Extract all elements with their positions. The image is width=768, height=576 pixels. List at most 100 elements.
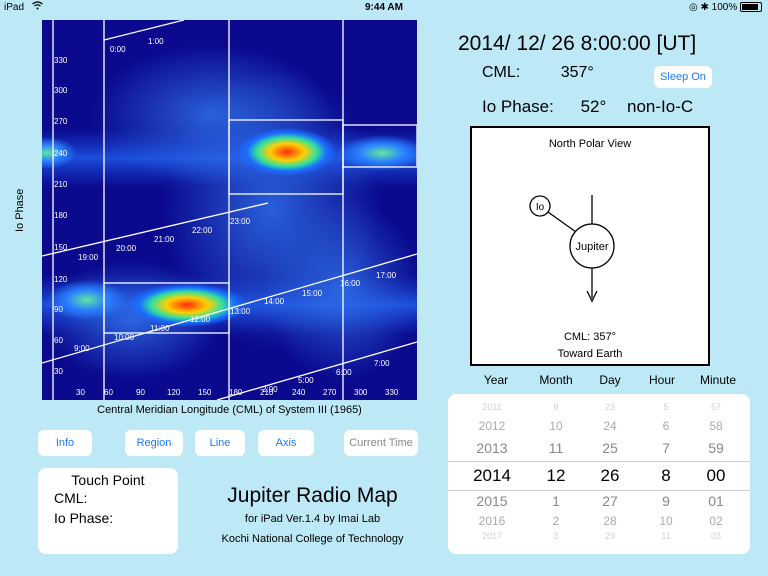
- svg-text:330: 330: [385, 388, 399, 397]
- svg-text:30: 30: [54, 367, 63, 376]
- svg-text:9:00: 9:00: [74, 344, 90, 353]
- cml-label: CML:: [482, 64, 521, 81]
- battery-percent: 100%: [711, 2, 738, 13]
- picker-header-month: Month: [539, 373, 573, 387]
- axis-button[interactable]: Axis: [258, 430, 314, 456]
- picker-item[interactable]: 2017: [481, 531, 503, 541]
- svg-text:210: 210: [54, 180, 68, 189]
- device-label: iPad: [4, 2, 25, 13]
- arrow-down-icon: [586, 290, 598, 303]
- picker-item[interactable]: 3: [553, 531, 559, 541]
- svg-text:180: 180: [54, 211, 68, 220]
- picker-item[interactable]: 03: [710, 531, 721, 541]
- touch-io-label: Io Phase:: [54, 510, 114, 526]
- picker-selected-month[interactable]: 12: [546, 466, 566, 485]
- picker-item[interactable]: 2016: [478, 514, 506, 528]
- picker-item[interactable]: 02: [709, 514, 723, 528]
- touch-cml-label: CML:: [54, 490, 88, 506]
- svg-text:19:00: 19:00: [78, 253, 99, 262]
- polar-view-diagram: North Polar View Io Jupiter CML: 357° To…: [529, 138, 631, 360]
- cml-value: 357°: [560, 64, 594, 81]
- picker-header-year: Year: [483, 373, 509, 387]
- svg-text:17:00: 17:00: [376, 271, 397, 280]
- svg-text:14:00: 14:00: [264, 297, 285, 306]
- svg-text:150: 150: [54, 243, 68, 252]
- picker-item[interactable]: 2015: [476, 493, 508, 509]
- svg-text:300: 300: [354, 388, 368, 397]
- clock: 9:44 AM: [365, 2, 403, 13]
- picker-item[interactable]: 6: [662, 419, 670, 433]
- sleep-button[interactable]: Sleep On: [654, 66, 712, 88]
- picker-item[interactable]: 58: [709, 419, 723, 433]
- io-label: Io: [536, 202, 545, 213]
- bluetooth-icon: ✱: [700, 2, 709, 13]
- picker-column-minute[interactable]: 57 58 59 00 01 02 03: [686, 394, 746, 554]
- svg-text:12:00: 12:00: [190, 315, 211, 324]
- svg-text:60: 60: [54, 336, 63, 345]
- svg-text:0:00: 0:00: [110, 45, 126, 54]
- picker-selected-minute[interactable]: 00: [706, 466, 726, 485]
- picker-column-year[interactable]: 2011 2012 2013 2014 2015 2016 2017: [462, 394, 522, 554]
- picker-item[interactable]: 10: [659, 514, 673, 528]
- svg-text:30: 30: [76, 388, 85, 397]
- picker-item[interactable]: 7: [662, 440, 670, 456]
- picker-selection-bottom-divider: [448, 490, 750, 491]
- picker-item[interactable]: 2011: [482, 402, 502, 412]
- picker-selected-hour[interactable]: 8: [661, 466, 671, 485]
- date-time-picker[interactable]: 2011 2012 2013 2014 2015 2016 2017 9 10 …: [448, 394, 750, 554]
- picker-item[interactable]: 23: [604, 402, 615, 412]
- picker-item[interactable]: 57: [710, 402, 721, 412]
- jupiter-label: Jupiter: [575, 241, 608, 253]
- picker-item[interactable]: 27: [602, 493, 618, 509]
- wifi-icon: [32, 1, 43, 13]
- north-polar-view: North Polar View Io Jupiter CML: 357° To…: [470, 126, 710, 366]
- picker-item[interactable]: 2: [552, 514, 560, 528]
- picker-item[interactable]: 11: [661, 531, 671, 541]
- status-right: ◎ ✱ 100%: [689, 2, 762, 13]
- info-button[interactable]: Info: [38, 430, 92, 456]
- svg-text:1:00: 1:00: [148, 37, 164, 46]
- picker-header-minute: Minute: [699, 373, 737, 387]
- picker-item[interactable]: 28: [603, 514, 617, 528]
- svg-text:20:00: 20:00: [116, 244, 137, 253]
- svg-text:21:00: 21:00: [154, 235, 175, 244]
- picker-item[interactable]: 25: [602, 440, 618, 456]
- picker-item[interactable]: 2012: [478, 419, 506, 433]
- picker-column-month[interactable]: 9 10 11 12 1 2 3: [526, 394, 586, 554]
- radio-map-svg[interactable]: 330 300 270 240 210 180 150 120 90 60 30 30 60 90…: [42, 20, 417, 400]
- picker-item[interactable]: 1: [552, 493, 560, 509]
- picker-item[interactable]: 2013: [476, 440, 508, 456]
- picker-column-hour[interactable]: 5 6 7 8 9 10 11: [636, 394, 696, 554]
- y-axis-label: Io Phase: [14, 188, 26, 232]
- polar-view-title: North Polar View: [549, 138, 631, 150]
- picker-selected-day[interactable]: 26: [600, 466, 620, 485]
- toward-earth-label: Toward Earth: [558, 348, 623, 360]
- picker-item[interactable]: 5: [663, 402, 669, 412]
- picker-column-day[interactable]: 23 24 25 26 27 28 29: [580, 394, 640, 554]
- svg-text:150: 150: [198, 388, 212, 397]
- line-button[interactable]: Line: [195, 430, 245, 456]
- picker-item[interactable]: 24: [603, 419, 617, 433]
- picker-item[interactable]: 59: [708, 440, 724, 456]
- picker-item[interactable]: 11: [548, 440, 564, 456]
- io-circle: [529, 195, 551, 217]
- picker-selected-year[interactable]: 2014: [473, 466, 511, 485]
- current-time-button[interactable]: Current Time: [344, 430, 418, 456]
- io-connector-line: [547, 211, 577, 233]
- svg-text:5:00: 5:00: [298, 376, 314, 385]
- region-button[interactable]: Region: [125, 430, 183, 456]
- cml-readout: CML: 357°: [482, 64, 594, 82]
- picker-item[interactable]: 10: [549, 419, 563, 433]
- status-bar: iPad 9:44 AM ◎ ✱ 100%: [0, 0, 768, 16]
- polar-cml-label: CML: 357°: [564, 331, 616, 343]
- svg-text:2:00: 2:00: [262, 385, 278, 394]
- svg-text:15:00: 15:00: [302, 289, 323, 298]
- picker-item[interactable]: 9: [662, 493, 670, 509]
- svg-text:300: 300: [54, 86, 68, 95]
- svg-text:22:00: 22:00: [192, 226, 213, 235]
- radio-map-plot[interactable]: 330 300 270 240 210 180 150 120 90 60 30 30 60 90…: [42, 20, 417, 400]
- picker-item[interactable]: 9: [553, 402, 559, 412]
- picker-item[interactable]: 01: [708, 493, 724, 509]
- picker-item[interactable]: 29: [604, 531, 615, 541]
- svg-text:60: 60: [104, 388, 113, 397]
